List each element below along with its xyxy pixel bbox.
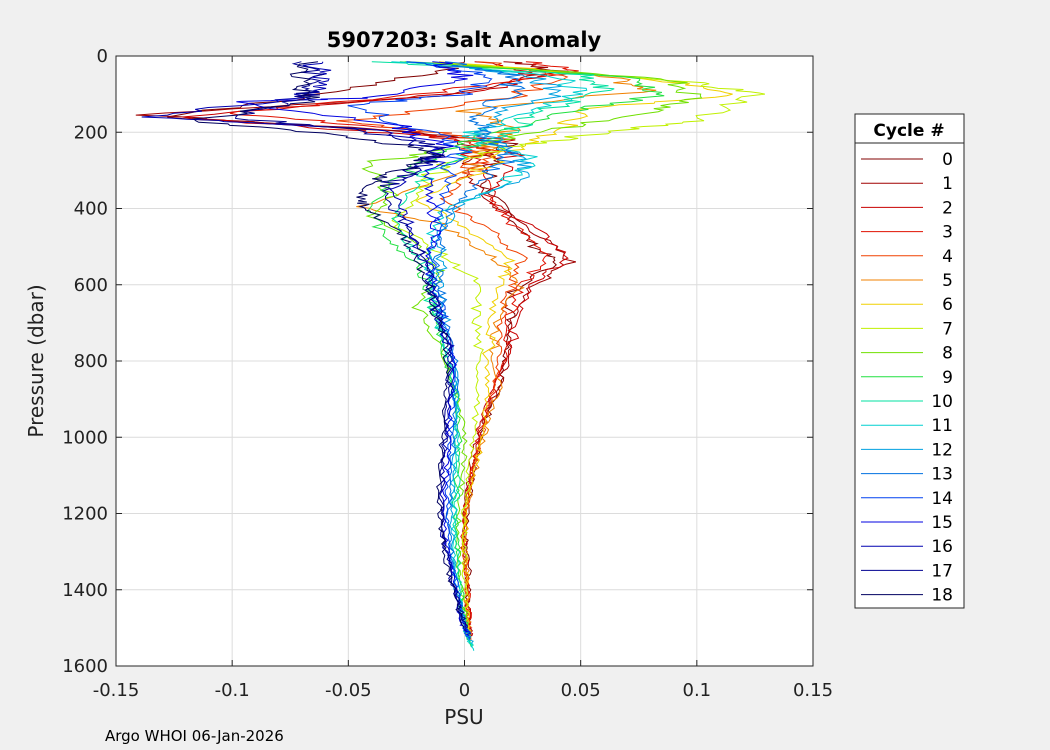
y-tick-label: 400 (74, 199, 108, 220)
legend-label-cycle-13: 13 (931, 465, 953, 485)
legend-label-cycle-11: 11 (931, 416, 953, 436)
y-tick-label: 1000 (62, 427, 108, 448)
series-line-cycle-10 (371, 61, 615, 648)
axis-ticks: -0.15 -0.1 -0.05 0 0.05 0.1 0.15 0 200 400 600 800 1… (62, 46, 833, 701)
series-line-cycle-14 (347, 61, 493, 640)
x-axis-label: PSU (444, 705, 483, 729)
y-tick-label: 600 (74, 275, 108, 296)
series-line-cycle-6 (415, 61, 733, 636)
legend-label-cycle-17: 17 (931, 561, 953, 581)
legend-label-cycle-5: 5 (942, 271, 953, 291)
series-line-cycle-18 (192, 61, 465, 629)
y-axis-label: Pressure (dbar) (24, 284, 48, 437)
legend-box (854, 113, 965, 609)
legend-label-cycle-12: 12 (931, 440, 953, 460)
legend-title: Cycle # (873, 121, 944, 141)
y-tick-label: 1200 (62, 504, 108, 525)
legend-label-cycle-18: 18 (931, 586, 953, 606)
legend-label-cycle-4: 4 (942, 247, 953, 267)
y-tick-label: 800 (74, 351, 108, 372)
x-tick-label: -0.05 (325, 680, 372, 701)
series-line-cycle-7 (391, 61, 765, 640)
x-tick-label: 0.05 (561, 680, 601, 701)
x-tick-label: -0.1 (215, 680, 250, 701)
chart-title: 5907203: Salt Anomaly (327, 28, 602, 52)
legend-label-cycle-2: 2 (942, 198, 953, 218)
legend-label-cycle-8: 8 (942, 344, 953, 364)
legend-label-cycle-15: 15 (931, 513, 953, 533)
y-tick-label: 200 (74, 122, 108, 143)
x-tick-label: 0.1 (683, 680, 712, 701)
legend-label-cycle-0: 0 (942, 150, 953, 170)
series-line-cycle-3 (229, 61, 579, 636)
legend-label-cycle-1: 1 (942, 174, 953, 194)
series-line-cycle-8 (361, 61, 703, 644)
legend-label-cycle-14: 14 (931, 489, 953, 509)
legend-label-cycle-9: 9 (942, 368, 953, 388)
legend-label-cycle-3: 3 (942, 223, 953, 243)
y-tick-label: 0 (97, 46, 108, 67)
series-lines (135, 61, 765, 651)
legend-label-cycle-10: 10 (931, 392, 953, 412)
y-tick-label: 1400 (62, 580, 108, 601)
legend-label-cycle-6: 6 (942, 295, 953, 315)
footer-credit: Argo WHOI 06-Jan-2026 (105, 727, 284, 745)
legend-label-cycle-7: 7 (942, 319, 953, 339)
x-tick-label: 0.15 (793, 680, 833, 701)
legend-label-cycle-16: 16 (931, 537, 953, 557)
series-line-cycle-17 (235, 61, 469, 629)
y-tick-label: 1600 (62, 656, 108, 677)
x-tick-label: 0 (459, 680, 470, 701)
x-tick-label: -0.15 (93, 680, 140, 701)
